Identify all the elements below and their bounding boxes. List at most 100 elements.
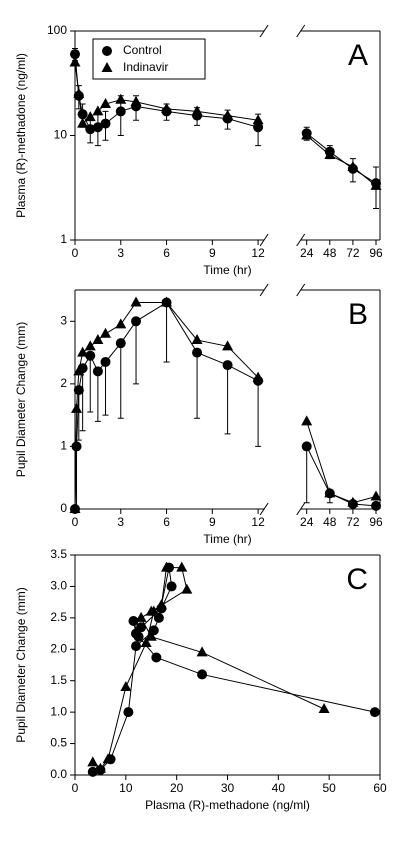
circle-marker [166,581,177,592]
x-tick-label: 72 [346,246,360,260]
circle-marker [369,707,380,718]
triangle-marker [161,561,172,572]
triangle-marker [100,98,112,109]
triangle-marker [120,681,132,691]
triangle-marker [191,105,203,116]
triangle-marker [324,149,336,160]
triangle-marker [115,318,127,329]
triangle-marker [69,56,81,67]
x-tick-label: 24 [300,515,314,529]
x-tick-label: 40 [272,781,286,795]
y-tick-label: 0.5 [50,736,67,750]
circle-marker [197,669,208,680]
y-tick-label: 0 [60,501,67,515]
circle-marker [92,122,103,133]
triangle-marker [140,637,152,647]
triangle-marker [92,334,104,345]
x-axis-title: Time (hr) [203,532,251,546]
error-bar [224,365,231,435]
y-tick-label: 2.5 [50,610,67,624]
error-bar [117,343,124,419]
circle-marker [123,707,134,718]
circle-marker [87,766,98,777]
x-tick-label: 48 [323,515,337,529]
circle-marker [71,441,82,452]
error-bar [163,302,170,363]
error-bar [102,361,109,416]
circle-marker [92,366,103,377]
break-mark [296,283,306,297]
x-tick-label: 10 [119,781,133,795]
triangle-marker [318,703,330,713]
circle-marker [70,49,80,60]
x-tick-label: 0 [72,246,79,260]
break-mark [259,24,269,38]
circle-marker [253,122,264,133]
circle-marker [73,385,84,396]
circle-marker [131,316,142,327]
error-bar [255,380,262,447]
triangle-marker [73,365,85,376]
x-tick-label: 72 [346,515,360,529]
panel-label: A [348,39,368,72]
circle-marker [115,106,126,117]
x-tick-label: 3 [117,515,124,529]
triangle-marker [69,503,81,513]
break-mark [259,502,269,516]
y-tick-label: 0.0 [50,767,67,781]
series-line [74,62,259,125]
x-tick-label: 6 [163,515,170,529]
y-tick-label: 3.5 [50,547,67,561]
triangle-marker [370,179,382,190]
triangle-marker [324,487,336,498]
legend-marker [102,46,112,56]
triangle-marker [252,114,264,125]
circle-marker [115,338,126,349]
circle-marker [85,124,96,135]
x-tick-label: 48 [323,246,337,260]
y-tick-label: 1 [60,439,67,453]
y-axis-title: Pupil Diameter Change (mm) [14,587,28,742]
triangle-marker [92,105,104,116]
circle-marker [371,500,381,511]
triangle-marker [161,296,173,307]
triangle-marker [102,753,114,764]
y-tick-label: 1.0 [50,704,67,718]
triangle-marker [161,102,173,113]
error-bar [94,371,101,422]
circle-marker [131,641,141,652]
triangle-marker [77,346,89,357]
break-mark [259,233,269,247]
y-tick-label: 3 [60,313,67,327]
triangle-marker [130,95,142,106]
series-line [92,567,376,773]
circle-marker [301,441,312,452]
y-tick-label: 2.0 [50,641,67,655]
error-bar [75,390,82,441]
circle-marker [136,622,147,633]
circle-marker [222,360,233,371]
legend-label: Indinavir [123,60,168,74]
break-mark [296,233,306,247]
x-tick-label: 12 [251,515,265,529]
triangle-marker [73,87,85,98]
circle-marker [100,118,111,129]
circle-marker [151,652,162,663]
error-bar [303,446,310,504]
legend-box [92,38,206,80]
triangle-marker [84,340,96,351]
x-tick-label: 96 [369,515,383,529]
x-tick-label: 9 [209,515,216,529]
triangle-marker [155,599,167,610]
triangle-marker [222,340,234,351]
circle-marker [133,631,144,642]
triangle-marker [301,415,313,426]
x-tick-label: 12 [251,246,265,260]
x-tick-label: 3 [117,246,124,260]
triangle-marker [148,605,160,616]
x-tick-label: 96 [369,246,383,260]
triangle-marker [301,129,313,140]
series-line [306,446,377,507]
x-tick-label: 0 [72,515,79,529]
triangle-marker [115,93,127,104]
